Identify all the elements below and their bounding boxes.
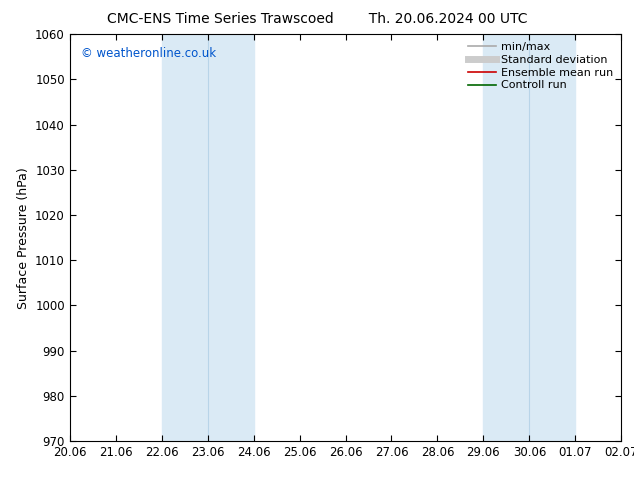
Text: © weatheronline.co.uk: © weatheronline.co.uk [81,47,216,59]
Legend: min/max, Standard deviation, Ensemble mean run, Controll run: min/max, Standard deviation, Ensemble me… [466,40,616,93]
Text: CMC-ENS Time Series Trawscoed        Th. 20.06.2024 00 UTC: CMC-ENS Time Series Trawscoed Th. 20.06.… [107,12,527,26]
Y-axis label: Surface Pressure (hPa): Surface Pressure (hPa) [16,167,30,309]
Bar [483,34,575,441]
Bar [162,34,254,441]
